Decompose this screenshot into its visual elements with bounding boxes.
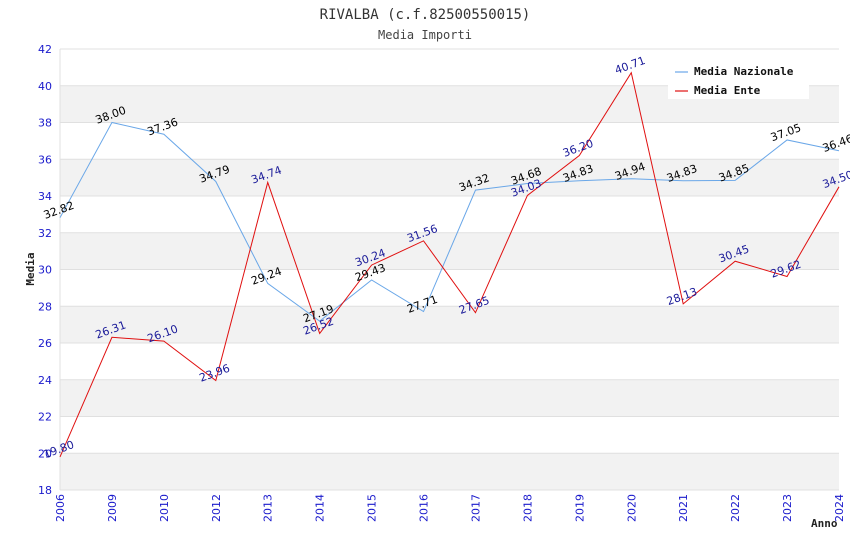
legend-label-ente: Media Ente — [694, 84, 761, 97]
y-tick-label: 30 — [38, 264, 52, 277]
chart-subtitle: Media Importi — [378, 28, 472, 42]
data-label: 36.46 — [821, 132, 850, 155]
series-line-media-nazionale — [59, 121, 840, 322]
legend: Media Nazionale Media Ente — [668, 60, 809, 99]
x-tick-label: 2024 — [833, 494, 846, 522]
y-tick-label: 18 — [38, 484, 52, 497]
chart-title: RIVALBA (c.f.82500550015) — [320, 7, 531, 23]
grid-band — [60, 453, 839, 490]
x-axis-ticks: 2006 2009 2010 2012 2013 2014 2015 2016 2017 2018… — [54, 494, 846, 522]
x-tick-label: 2009 — [106, 494, 119, 522]
legend-label-nazionale: Media Nazionale — [694, 65, 794, 78]
x-tick-label: 2017 — [469, 494, 482, 522]
x-tick-label: 2018 — [521, 494, 534, 522]
data-label: 28.13 — [665, 285, 699, 308]
y-tick-label: 34 — [38, 190, 52, 203]
legend-box — [668, 60, 809, 99]
y-tick-label: 32 — [38, 227, 52, 240]
y-tick-label: 22 — [38, 411, 52, 424]
x-tick-label: 2023 — [781, 494, 794, 522]
y-tick-label: 42 — [38, 43, 52, 56]
background-bands — [60, 85, 839, 490]
y-axis-ticks: 18 20 22 24 26 28 30 32 34 36 38 40 42 — [38, 43, 52, 497]
grid-band — [60, 379, 839, 417]
y-tick-label: 20 — [38, 447, 52, 460]
series-line-media-ente — [59, 71, 840, 458]
x-tick-label: 2014 — [314, 494, 327, 522]
y-axis-label: Media — [24, 252, 37, 285]
x-tick-label: 2022 — [729, 494, 742, 522]
data-label: 40.71 — [613, 54, 647, 77]
y-tick-label: 28 — [38, 300, 52, 313]
y-tick-label: 24 — [38, 374, 52, 387]
x-axis-label: Anno — [811, 517, 838, 530]
x-tick-label: 2020 — [625, 494, 638, 522]
y-tick-label: 40 — [38, 80, 52, 93]
x-tick-label: 2013 — [262, 494, 275, 522]
x-tick-label: 2012 — [210, 494, 223, 522]
x-tick-label: 2015 — [366, 494, 379, 522]
y-tick-label: 38 — [38, 117, 52, 130]
x-tick-label: 2016 — [418, 494, 431, 522]
x-tick-label: 2010 — [158, 494, 171, 522]
y-tick-label: 36 — [38, 153, 52, 166]
x-tick-label: 2019 — [573, 494, 586, 522]
gridlines — [59, 48, 839, 491]
grid-band — [60, 306, 839, 343]
x-tick-label: 2006 — [54, 494, 67, 522]
series-lines — [59, 71, 840, 458]
y-tick-label: 26 — [38, 337, 52, 350]
x-tick-label: 2021 — [677, 494, 690, 522]
grid-band — [60, 159, 839, 196]
